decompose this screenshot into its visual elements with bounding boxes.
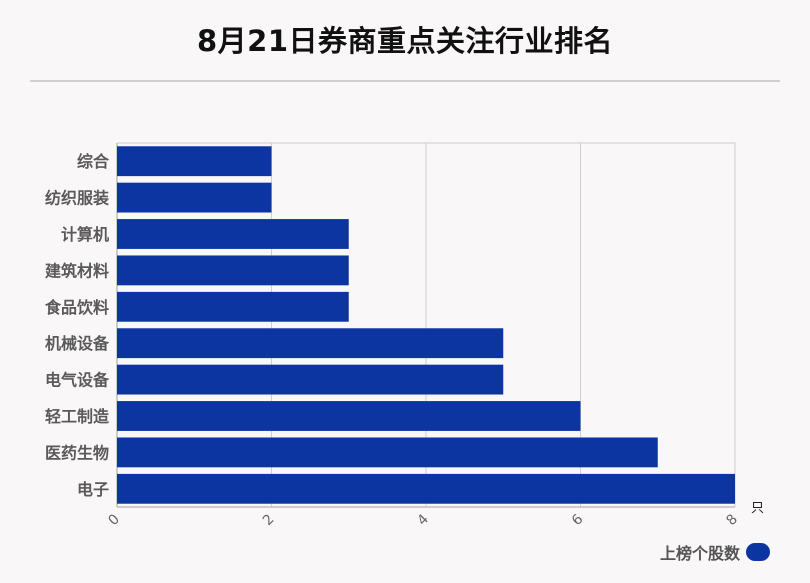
category-label-6: 电气设备: [45, 371, 110, 390]
chart-title: 8月21日券商重点关注行业排名: [196, 24, 614, 58]
legend-label: 上榜个股数: [659, 544, 740, 563]
category-label-5: 机械设备: [45, 334, 110, 353]
bar-9: [117, 473, 735, 504]
legend-swatch: [746, 543, 770, 561]
bar-7: [117, 401, 581, 431]
x-tick-label-6: 6: [569, 511, 587, 529]
category-label-1: 纺织服装: [45, 189, 109, 208]
title-divider: [30, 80, 780, 82]
category-label-3: 建筑材料: [45, 261, 109, 280]
x-tick-label-2: 2: [260, 511, 278, 529]
category-label-4: 食品饮料: [44, 298, 109, 317]
bar-1: [117, 182, 272, 213]
category-label-8: 医药生物: [45, 443, 109, 462]
x-tick-label-0: 0: [105, 511, 123, 529]
bar-5: [117, 328, 504, 359]
x-unit-label: 只: [751, 501, 764, 516]
bar-3: [117, 255, 349, 286]
x-tick-label-8: 8: [723, 511, 741, 529]
legend: 上榜个股数: [660, 540, 770, 564]
x-tick-label-4: 4: [414, 511, 432, 529]
category-label-0: 综合: [77, 152, 110, 171]
bar-8: [117, 437, 658, 468]
bar-6: [117, 364, 504, 395]
bar-0: [117, 146, 272, 177]
category-label-9: 电子: [77, 480, 109, 499]
bar-2: [117, 219, 349, 249]
category-label-2: 计算机: [61, 225, 109, 244]
category-label-7: 轻工制造: [45, 407, 110, 426]
bar-4: [117, 291, 349, 322]
